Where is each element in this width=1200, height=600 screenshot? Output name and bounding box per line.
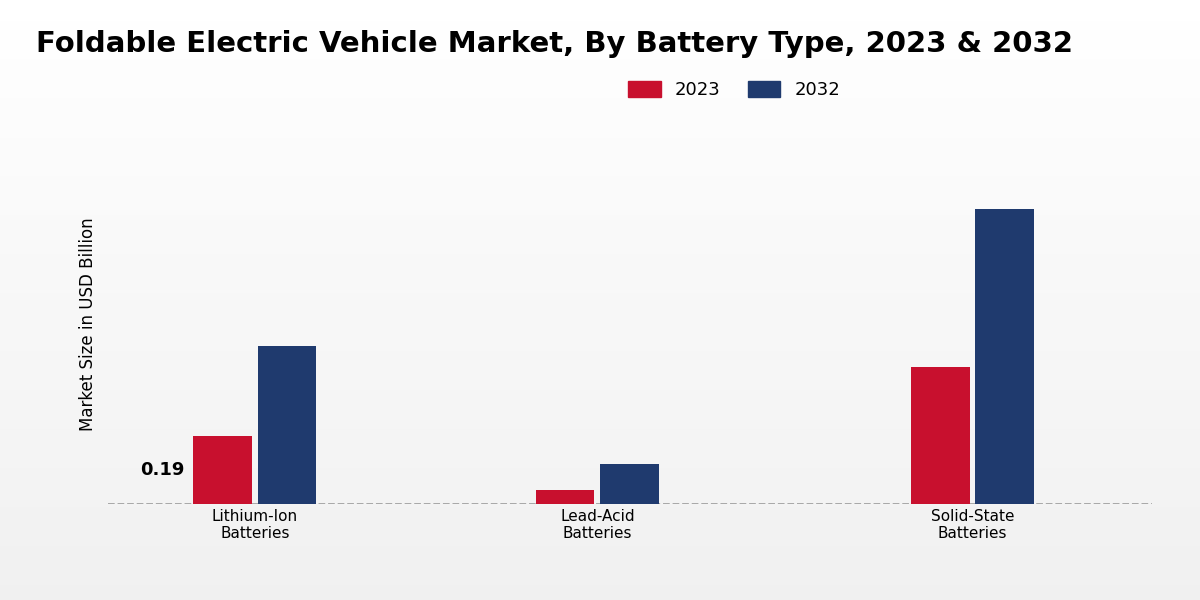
Bar	[600, 464, 659, 504]
Bar	[193, 436, 252, 504]
Text: Foldable Electric Vehicle Market, By Battery Type, 2023 & 2032: Foldable Electric Vehicle Market, By Bat…	[36, 30, 1073, 58]
Text: 0.19: 0.19	[140, 461, 185, 479]
Bar	[911, 367, 970, 504]
Y-axis label: Market Size in USD Billion: Market Size in USD Billion	[79, 217, 97, 431]
Bar	[535, 490, 594, 504]
Bar	[258, 346, 317, 504]
Bar	[976, 209, 1034, 504]
Legend: 2023, 2032: 2023, 2032	[628, 81, 841, 99]
